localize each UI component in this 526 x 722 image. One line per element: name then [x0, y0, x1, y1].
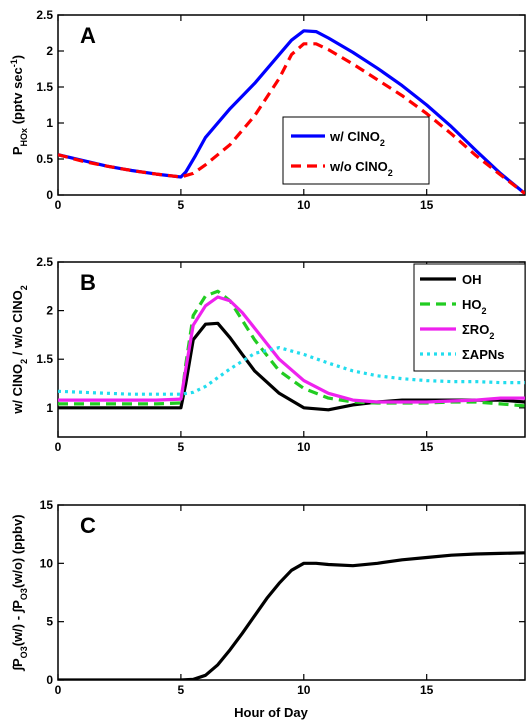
panel-label: B: [80, 270, 96, 295]
y-tick-label: 1: [46, 401, 53, 415]
plot-frame: [57, 14, 526, 196]
y-tick-label: 1: [46, 116, 53, 130]
y-tick-label: 2.5: [36, 255, 53, 269]
x-tick-label: 15: [420, 683, 434, 697]
series-group: [58, 29, 525, 195]
x-tick-label: 10: [297, 683, 311, 697]
y-tick-label: 0: [46, 673, 53, 687]
legend: OH HO2 ΣRO2 ΣAPNs: [413, 263, 526, 372]
x-tick-label: 5: [178, 683, 185, 697]
series-group: [58, 551, 525, 680]
panel-b: 0 5 10 15 1 1.5 2 2.5 Bw/ ClNO2 / w/o ClNO2 OH HO2…: [10, 255, 526, 454]
y-axis-label: w/ ClNO2 / w/o ClNO2: [10, 285, 29, 415]
legend-label: ΣAPNs: [462, 347, 504, 362]
panel-a: 0 5 10 15 0 0.5 1 1.5 2 2.5 A PHOx (pptv sec-1) w/ C…: [9, 8, 526, 212]
legend-label: OH: [462, 272, 482, 287]
plot-frame: [57, 504, 526, 681]
x-tick-label: 0: [55, 440, 62, 454]
y-tick-label: 2.5: [36, 8, 53, 22]
legend-label: w/ ClNO2: [329, 129, 385, 148]
legend-label: HO2: [462, 297, 487, 316]
x-tick-label: 5: [178, 198, 185, 212]
x-tick-label: 15: [420, 198, 434, 212]
x-tick-label: 10: [297, 198, 311, 212]
x-tick-label: 10: [297, 440, 311, 454]
legend: w/ ClNO2 w/o ClNO2: [282, 116, 430, 185]
legend-label: w/o ClNO2: [329, 159, 393, 178]
series-line-s0: [58, 551, 525, 680]
y-tick-label: 10: [40, 556, 54, 570]
panel-c: 0 5 10 15 0 5 10 15 C ∫PO3(w/) - ∫PO3(w/o) (ppbv): [10, 498, 526, 697]
y-tick-label: 2: [46, 44, 53, 58]
y-tick-label: 0.5: [36, 152, 53, 166]
series-line-apns: [58, 346, 525, 396]
series-line-woclno: [58, 42, 525, 195]
y-tick-label: 2: [46, 304, 53, 318]
y-axis-label: PHOx (pptv sec-1): [9, 55, 29, 155]
series-line-oh: [58, 321, 525, 412]
y-axis-label: ∫PO3(w/) - ∫PO3(w/o) (ppbv): [10, 514, 29, 671]
y-tick-label: 1.5: [36, 352, 53, 366]
legend-label: ΣRO2: [462, 322, 494, 341]
x-tick-label: 15: [420, 440, 434, 454]
legend-box: [413, 263, 526, 372]
panel-label: A: [80, 23, 96, 48]
y-tick-label: 0: [46, 188, 53, 202]
series-line-ho: [58, 289, 525, 408]
x-tick-label: 0: [55, 683, 62, 697]
x-tick-label: 0: [55, 198, 62, 212]
y-tick-label: 15: [40, 498, 54, 512]
y-tick-label: 5: [46, 615, 53, 629]
panel-label: C: [80, 513, 96, 538]
y-tick-label: 1.5: [36, 80, 53, 94]
x-tick-label: 5: [178, 440, 185, 454]
series-line-ro: [58, 295, 525, 404]
legend-box: [282, 116, 430, 185]
x-axis-label: Hour of Day: [234, 705, 308, 720]
series-group: [58, 289, 525, 412]
